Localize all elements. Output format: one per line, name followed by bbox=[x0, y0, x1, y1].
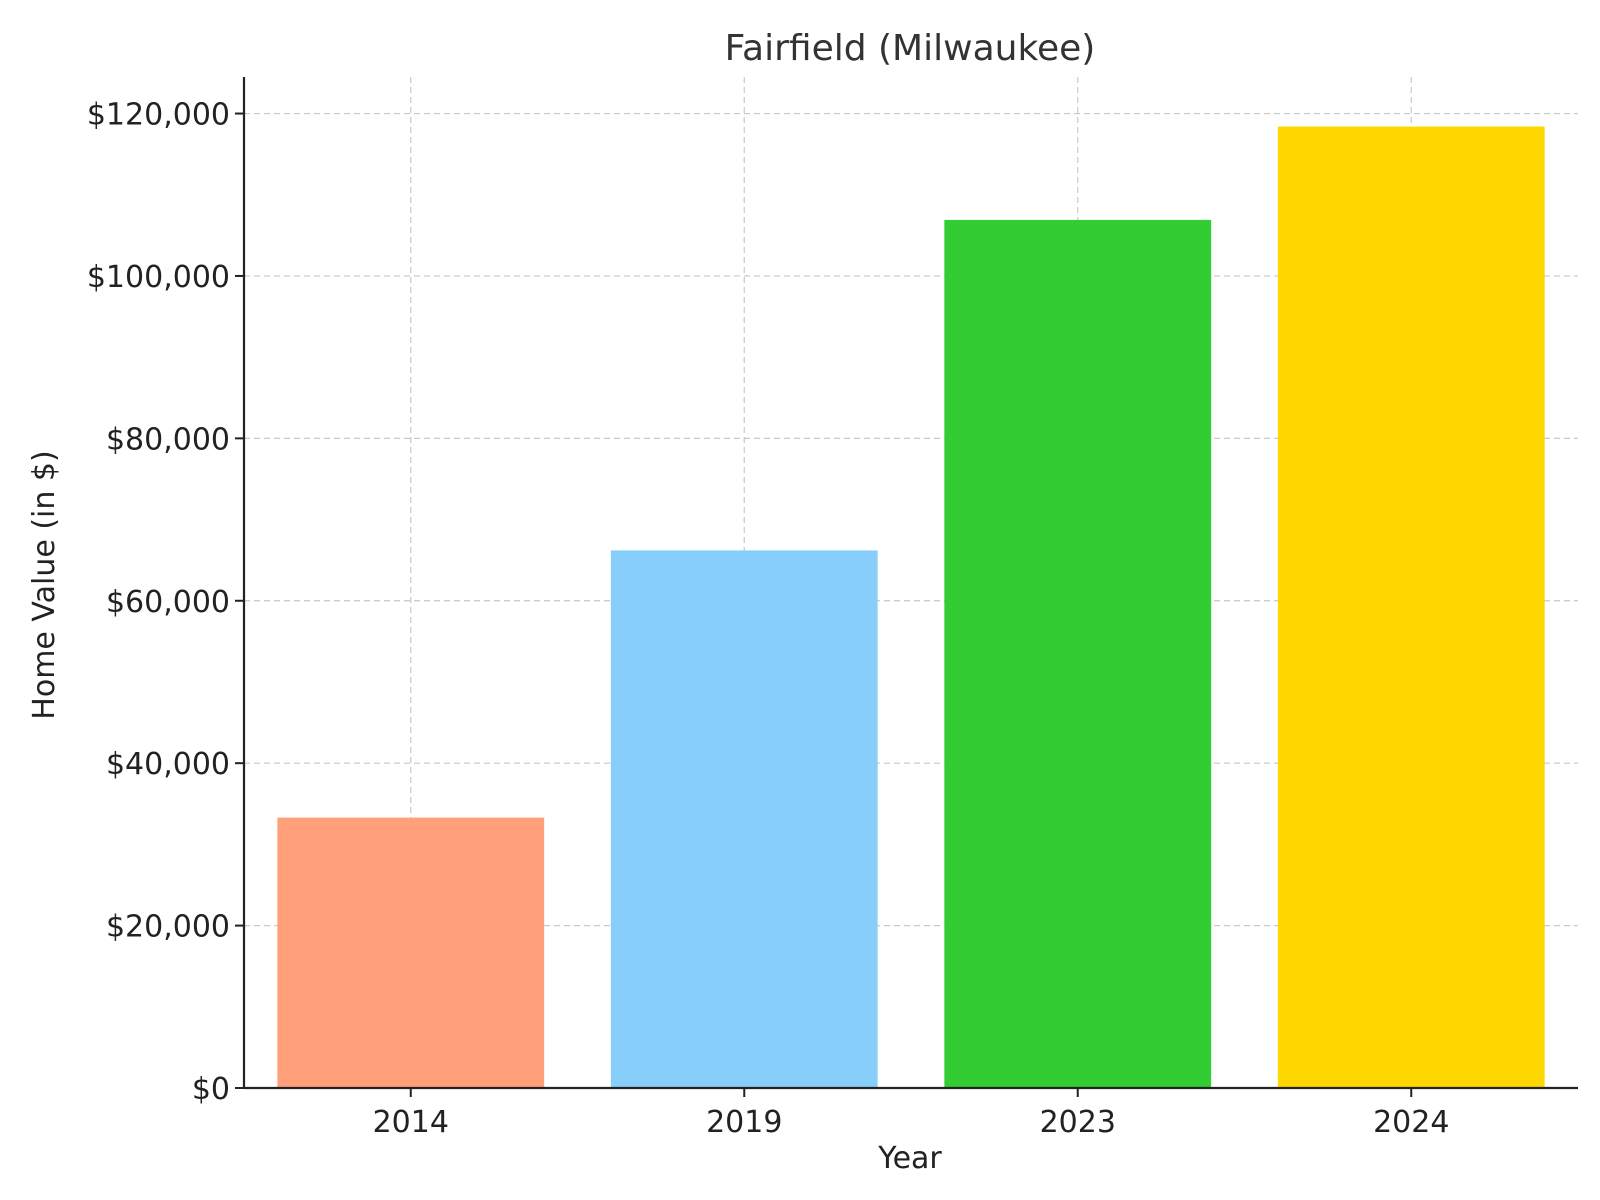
axis-layer bbox=[242, 77, 1578, 1090]
x-tick-label: 2023 bbox=[1040, 1105, 1116, 1140]
y-tick-label: $0 bbox=[192, 1072, 230, 1107]
y-tick-label: $40,000 bbox=[106, 747, 230, 782]
y-tick-label: $100,000 bbox=[87, 260, 230, 295]
x-axis-label: Year bbox=[877, 1141, 942, 1176]
bar-2024 bbox=[1277, 126, 1545, 1089]
bar-2019 bbox=[610, 550, 878, 1088]
y-tick-label: $20,000 bbox=[106, 910, 230, 945]
y-axis-label: Home Value (in $) bbox=[27, 450, 62, 719]
x-tick-label: 2024 bbox=[1373, 1105, 1449, 1140]
y-tick-label: $120,000 bbox=[87, 98, 230, 133]
y-tick-label: $80,000 bbox=[106, 422, 230, 457]
x-tick-label: 2014 bbox=[373, 1105, 449, 1140]
tick-layer: $0 $20,000 $40,000 $60,000 $80,000 $100,000 $1… bbox=[87, 98, 1450, 1140]
bar-layer bbox=[277, 126, 1545, 1089]
chart-title: Fairfield (Milwaukee) bbox=[725, 28, 1096, 69]
bar-2023 bbox=[944, 219, 1212, 1089]
y-tick-label: $60,000 bbox=[106, 585, 230, 620]
bar-2014 bbox=[277, 817, 545, 1088]
x-tick-label: 2019 bbox=[706, 1105, 782, 1140]
